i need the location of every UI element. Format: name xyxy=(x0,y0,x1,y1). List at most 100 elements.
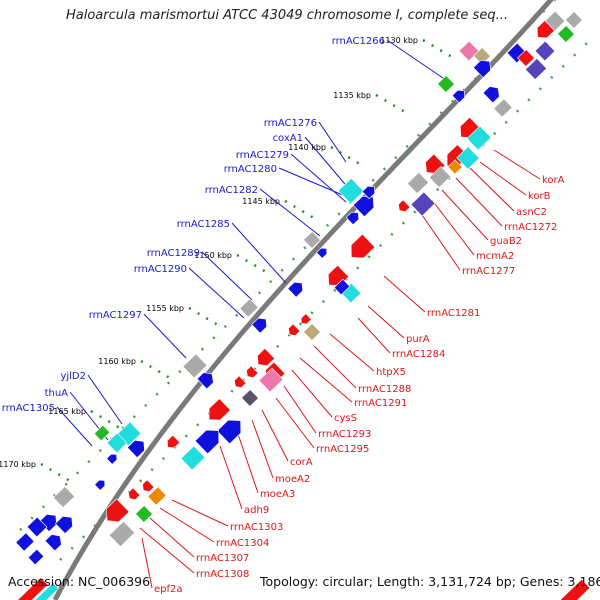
gene-label-yjld2: yjlD2 xyxy=(60,371,86,382)
kbp-tick-mark xyxy=(188,306,219,327)
gene-label-asnc2: asnC2 xyxy=(516,207,547,218)
gene-feature xyxy=(345,211,360,226)
kbp-tick-mark xyxy=(90,409,121,430)
gene-label-pura: purA xyxy=(406,334,430,345)
gene-feature xyxy=(466,125,492,151)
gene-label-rrnac1277: rrnAC1277 xyxy=(462,266,515,277)
gene-feature xyxy=(44,534,62,552)
kbp-tick-mark xyxy=(140,359,171,380)
gene-label-thua: thuA xyxy=(45,388,69,399)
gene-label-htpx5: htpX5 xyxy=(376,367,406,378)
leader-line-guab2 xyxy=(441,189,489,241)
kbp-tick-label: 1160 kbp xyxy=(98,357,136,366)
gene-label-rrnac1307: rrnAC1307 xyxy=(196,553,249,564)
kbp-tick-mark xyxy=(375,93,406,114)
gene-feature xyxy=(352,195,375,218)
gene-feature xyxy=(166,434,181,449)
gene-label-rrnac1295: rrnAC1295 xyxy=(316,444,369,455)
gene-label-rrnac1288: rrnAC1288 xyxy=(358,384,411,395)
leader-line-epf2a xyxy=(141,537,153,589)
gene-label-rrnac1293: rrnAC1293 xyxy=(318,429,371,440)
leader-line-rrnac1277 xyxy=(419,211,461,271)
gene-label-moea2: moeA2 xyxy=(275,474,310,485)
track-guide-dots xyxy=(59,39,591,561)
gene-feature xyxy=(544,10,566,32)
leader-line-yjld2 xyxy=(87,374,123,425)
gene-feature xyxy=(437,75,455,93)
gene-label-kora: korA xyxy=(542,175,565,186)
leader-line-adh9 xyxy=(219,445,243,510)
gene-feature xyxy=(482,86,500,104)
gene-feature xyxy=(234,375,247,388)
gene-feature xyxy=(126,439,145,459)
gene-label-mcma2: mcmA2 xyxy=(476,251,514,262)
gene-feature xyxy=(316,247,328,259)
gene-feature xyxy=(565,11,583,29)
leader-line-pura xyxy=(367,305,405,339)
gene-feature xyxy=(106,432,128,454)
gene-label-rrnac1305: rrnAC1305 xyxy=(2,403,55,414)
leader-line-cora xyxy=(261,409,289,462)
gene-feature xyxy=(194,429,220,455)
gene-label-rrnac1282: rrnAC1282 xyxy=(205,185,258,196)
kbp-tick-mark xyxy=(422,38,453,59)
leader-line-rrnac1295 xyxy=(275,397,315,449)
kbp-tick-label: 1130 kbp xyxy=(380,36,418,45)
gene-feature xyxy=(361,185,376,200)
gene-label-cora: corA xyxy=(290,457,313,468)
gene-feature xyxy=(303,323,321,341)
leader-line-kora xyxy=(493,149,541,180)
gene-feature xyxy=(108,520,136,548)
gene-feature xyxy=(208,398,231,421)
gene-feature xyxy=(11,577,49,600)
gene-feature xyxy=(493,98,513,118)
gene-label-korb: korB xyxy=(528,191,551,202)
gene-feature xyxy=(26,516,48,538)
leader-line-rrnac1308 xyxy=(139,527,195,574)
accession-text: Accession: NC_006396 xyxy=(8,574,151,589)
gene-feature xyxy=(333,278,351,296)
gene-label-rrnac1303: rrnAC1303 xyxy=(230,522,283,533)
gene-feature xyxy=(559,578,591,600)
gene-feature xyxy=(350,233,376,259)
leader-line-rrnac1279 xyxy=(290,153,347,203)
gene-label-moea3: moeA3 xyxy=(260,489,295,500)
gene-feature xyxy=(451,89,466,104)
kbp-tick-label: 1170 kbp xyxy=(0,460,36,469)
gene-feature xyxy=(142,479,155,492)
gene-feature xyxy=(517,49,535,67)
leader-line-rrnac1280 xyxy=(278,167,346,197)
leader-line-rrnac1272 xyxy=(455,177,503,227)
leader-line-rrnac1288 xyxy=(313,345,357,389)
gene-feature xyxy=(52,485,76,509)
gene-label-rrnac1280: rrnAC1280 xyxy=(224,164,277,175)
gene-feature xyxy=(287,281,303,298)
gene-label-coxa1: coxA1 xyxy=(273,133,303,144)
gene-label-epf2a: epf2a xyxy=(154,584,183,595)
leader-line-rrnac1305 xyxy=(56,406,93,447)
gene-feature xyxy=(406,171,430,195)
leader-line-rrnac1284 xyxy=(357,317,391,354)
gene-feature xyxy=(241,389,259,407)
gene-feature xyxy=(473,47,491,65)
gene-feature xyxy=(557,25,575,43)
leader-line-moea3 xyxy=(237,433,259,494)
leader-line-rrnac1266 xyxy=(386,39,447,81)
leader-line-rrnac1281 xyxy=(383,275,426,313)
leader-line-mcma2 xyxy=(431,199,475,256)
leader-line-rrnac1303 xyxy=(171,499,229,527)
gene-feature xyxy=(410,191,436,217)
gene-feature xyxy=(303,231,321,249)
gene-feature xyxy=(472,59,491,79)
leader-line-rrnac1307 xyxy=(149,517,195,558)
gene-feature xyxy=(180,445,206,471)
kbp-tick-mark xyxy=(236,253,267,274)
kbp-tick-label: 1165 kbp xyxy=(48,407,86,416)
gene-label-rrnac1308: rrnAC1308 xyxy=(196,569,249,580)
genome-summary: Topology: circular; Length: 3,131,724 bp… xyxy=(260,574,600,589)
leader-line-cyss xyxy=(291,369,333,418)
gene-feature xyxy=(31,582,59,600)
kbp-tick-mark xyxy=(40,462,71,483)
leader-line-rrnac1282 xyxy=(259,188,321,237)
